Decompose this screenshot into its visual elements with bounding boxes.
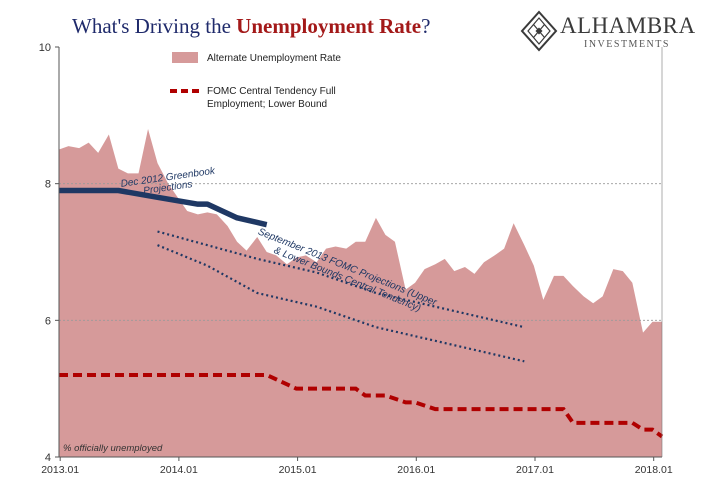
diamond-lattice-icon (520, 10, 558, 52)
grid-layer (59, 183, 662, 321)
y-tick-label-10: 10 (39, 42, 51, 54)
chart-title: What's Driving the Unemployment Rate? (72, 14, 430, 39)
company-logo: ALHAMBRA INVESTMENTS (520, 10, 700, 54)
axis-layer: 4 6 8 10 2013.01 2014.01 2015.01 2016.01 2017.01… (39, 42, 673, 476)
title-prefix: What's Driving the (72, 14, 237, 38)
x-tick-label-2015.01: 2015.01 (279, 464, 317, 476)
x-tick-label-2014.01: 2014.01 (160, 464, 198, 476)
logo-subtitle: INVESTMENTS (584, 39, 670, 50)
y-tick-label-6: 6 (45, 315, 51, 327)
x-tick-label-2018.01: 2018.01 (635, 464, 673, 476)
y-tick-label-4: 4 (45, 452, 51, 464)
legend: Alternate Unemployment Rate FOMC Central … (170, 52, 341, 110)
series-fomc-upper-bound (157, 230, 525, 329)
x-tick-label-2017.01: 2017.01 (516, 464, 554, 476)
line-layer (59, 187, 664, 439)
title-emphasis: Unemployment Rate (236, 14, 422, 38)
title-suffix: ? (421, 14, 431, 38)
legend-label-alternate-unemployment: Alternate Unemployment Rate (207, 53, 341, 64)
area-layer (59, 129, 662, 457)
legend-swatch-alternate-unemployment (172, 52, 198, 63)
logo-name: ALHAMBRA (560, 13, 696, 38)
x-tick-label-2016.01: 2016.01 (397, 464, 435, 476)
series-greenbook-projections (59, 187, 268, 228)
series-fomc-full-employment-lower-bound (59, 373, 664, 439)
x-tick-label-2013.01: 2013.01 (41, 464, 79, 476)
series-fomc-lower-bound (157, 244, 525, 363)
legend-label-fomc-full-employment: FOMC Central Tendency Full Employment; Lo… (207, 86, 336, 110)
y-tick-label-8: 8 (45, 179, 51, 191)
axis-note: % officially unemployed (63, 443, 163, 454)
series-area-alternate-unemployment (59, 129, 662, 457)
